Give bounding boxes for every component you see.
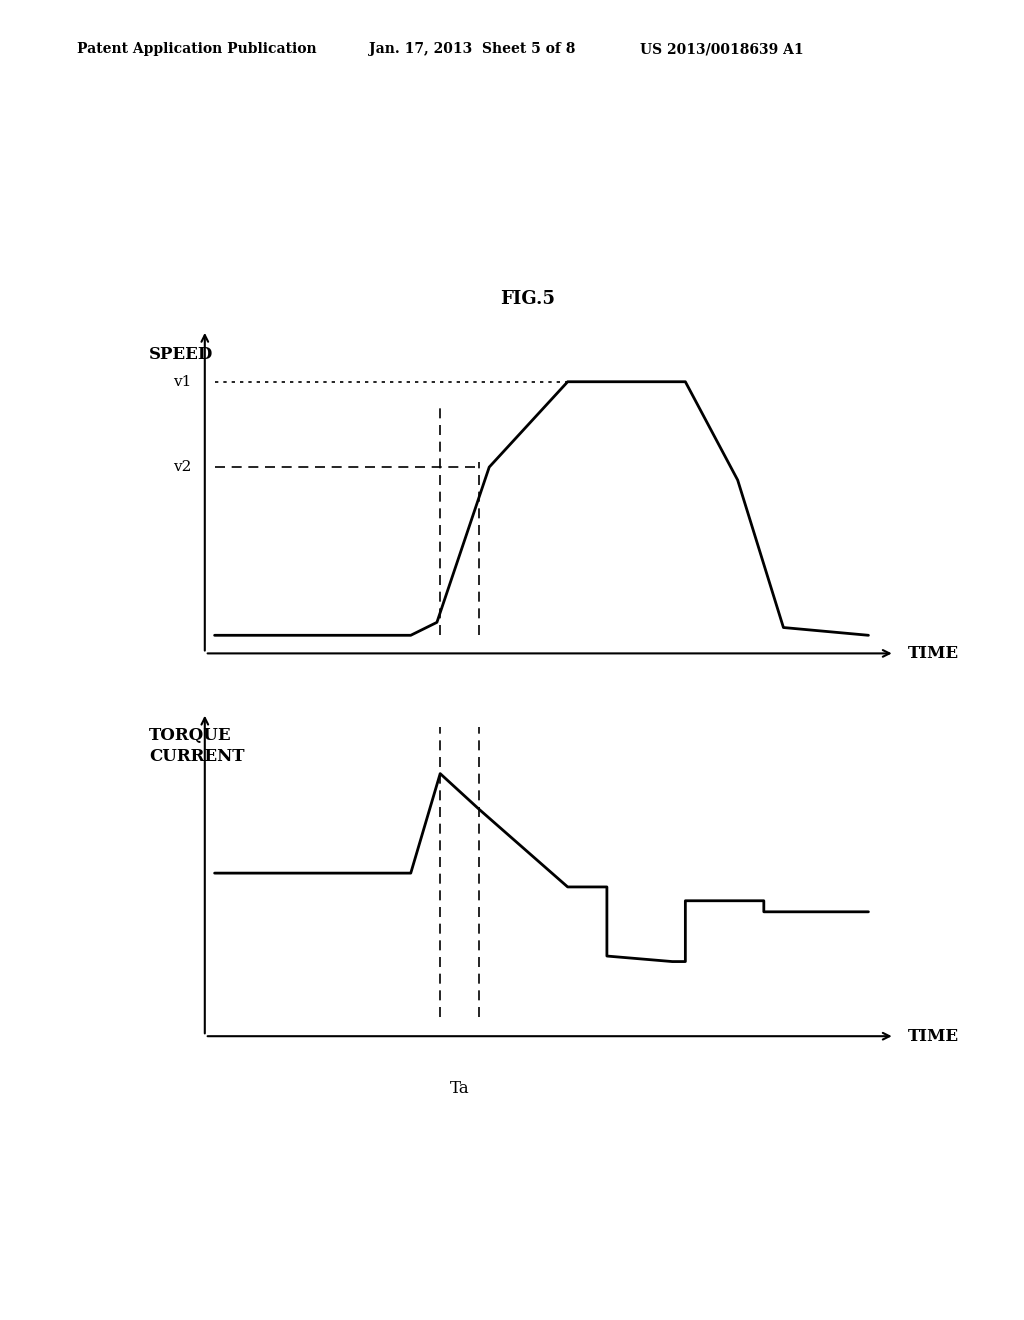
Text: v2: v2 xyxy=(173,461,191,474)
Text: Jan. 17, 2013  Sheet 5 of 8: Jan. 17, 2013 Sheet 5 of 8 xyxy=(369,42,575,57)
Text: SPEED: SPEED xyxy=(150,346,214,363)
Text: TIME: TIME xyxy=(907,645,958,661)
Text: TIME: TIME xyxy=(907,1028,958,1044)
Text: TORQUE
CURRENT: TORQUE CURRENT xyxy=(150,726,245,764)
Text: v1: v1 xyxy=(173,375,191,389)
Text: Ta: Ta xyxy=(450,1081,470,1097)
Text: Patent Application Publication: Patent Application Publication xyxy=(77,42,316,57)
Text: US 2013/0018639 A1: US 2013/0018639 A1 xyxy=(640,42,804,57)
Text: FIG.5: FIG.5 xyxy=(500,290,555,309)
